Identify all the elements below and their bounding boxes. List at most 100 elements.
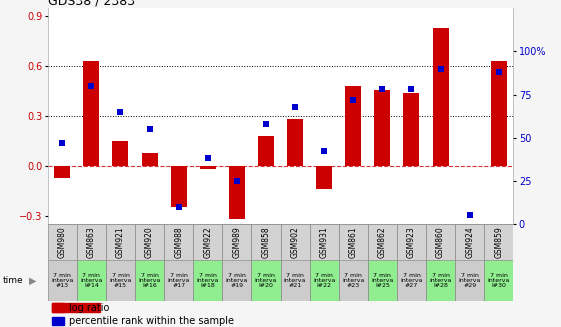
Point [320, 149, 329, 154]
Point [261, 121, 270, 127]
Text: GSM858: GSM858 [261, 226, 270, 258]
Text: 7 min
interva
l#18: 7 min interva l#18 [196, 272, 219, 288]
Text: GSM989: GSM989 [232, 226, 241, 258]
Text: GSM931: GSM931 [320, 226, 329, 258]
Point [203, 156, 212, 161]
Text: GSM980: GSM980 [58, 226, 67, 258]
Bar [164, 224, 193, 260]
Bar [455, 260, 484, 301]
Bar [135, 224, 164, 260]
Bar [397, 260, 426, 301]
Point [378, 87, 387, 92]
Bar [484, 224, 513, 260]
Bar [52, 303, 64, 312]
Point [174, 204, 183, 209]
Bar [339, 224, 368, 260]
Point [58, 140, 67, 146]
Bar [426, 260, 455, 301]
Text: ▶: ▶ [29, 275, 36, 285]
Text: 7 min
interva
l#28: 7 min interva l#28 [429, 272, 452, 288]
Point [232, 178, 241, 183]
Text: 7 min
interva
l#16: 7 min interva l#16 [139, 272, 161, 288]
Bar [280, 224, 310, 260]
Bar [455, 224, 484, 260]
Bar [368, 260, 397, 301]
Bar [222, 224, 251, 260]
Point [465, 213, 474, 218]
Bar [200, 166, 216, 169]
Bar [222, 260, 251, 301]
Text: GSM922: GSM922 [203, 226, 212, 258]
Text: 7 min
interva
l#25: 7 min interva l#25 [371, 272, 394, 288]
Bar [310, 224, 339, 260]
Bar [48, 224, 77, 260]
Bar [106, 260, 135, 301]
Bar [251, 260, 280, 301]
Text: 7 min
interva
#29: 7 min interva #29 [458, 272, 481, 288]
Text: GSM988: GSM988 [174, 226, 183, 258]
Bar [491, 61, 507, 166]
Text: 7 min
interva
l#20: 7 min interva l#20 [255, 272, 277, 288]
Text: 7 min
interva
#13: 7 min interva #13 [51, 272, 73, 288]
Bar [403, 93, 420, 166]
Text: time: time [3, 276, 24, 285]
Bar [229, 166, 245, 219]
Text: 7 min
interva
#21: 7 min interva #21 [284, 272, 306, 288]
Bar [310, 260, 339, 301]
Text: GSM902: GSM902 [291, 226, 300, 258]
Text: GSM863: GSM863 [87, 226, 96, 258]
Bar [106, 224, 135, 260]
Text: GSM859: GSM859 [494, 226, 503, 258]
Text: GDS38 / 2383: GDS38 / 2383 [48, 0, 135, 7]
Bar [171, 166, 187, 207]
Point [87, 83, 96, 89]
Point [436, 66, 445, 71]
Bar [484, 260, 513, 301]
Bar [112, 141, 128, 166]
Point [407, 87, 416, 92]
Text: GSM920: GSM920 [145, 226, 154, 258]
Bar [339, 260, 368, 301]
Point [349, 97, 358, 102]
Text: 7 min
interva
l#30: 7 min interva l#30 [488, 272, 510, 288]
Text: 7 min
interva
l#14: 7 min interva l#14 [80, 272, 103, 288]
Text: GSM860: GSM860 [436, 226, 445, 258]
Text: log ratio: log ratio [69, 303, 109, 313]
Point [494, 69, 503, 75]
Bar [316, 166, 332, 189]
Bar [368, 224, 397, 260]
Text: 7 min
interva
l#22: 7 min interva l#22 [313, 272, 335, 288]
Text: GSM923: GSM923 [407, 226, 416, 258]
Point [116, 109, 125, 114]
Text: 7 min
interva
#27: 7 min interva #27 [400, 272, 422, 288]
Bar [251, 224, 280, 260]
Bar [193, 260, 222, 301]
Bar [193, 224, 222, 260]
Bar [345, 86, 361, 166]
Bar [287, 119, 303, 166]
Bar [54, 166, 70, 178]
Bar [141, 153, 158, 166]
Text: percentile rank within the sample: percentile rank within the sample [69, 316, 234, 326]
Text: GSM924: GSM924 [465, 226, 474, 258]
Bar [52, 317, 64, 325]
Text: GSM862: GSM862 [378, 226, 387, 258]
Bar [77, 224, 106, 260]
Bar [374, 90, 390, 166]
Text: 7 min
interva
#15: 7 min interva #15 [109, 272, 132, 288]
Bar [84, 61, 99, 166]
Bar [433, 28, 449, 166]
Text: 7 min
interva
#23: 7 min interva #23 [342, 272, 365, 288]
Point [145, 127, 154, 132]
Bar [258, 136, 274, 166]
Text: 7 min
interva
#17: 7 min interva #17 [167, 272, 190, 288]
Bar [77, 260, 106, 301]
Bar [135, 260, 164, 301]
Text: 7 min
interva
#19: 7 min interva #19 [226, 272, 248, 288]
Point [291, 104, 300, 109]
Bar [280, 260, 310, 301]
Bar [48, 260, 77, 301]
Bar [52, 303, 100, 312]
Text: GSM861: GSM861 [349, 226, 358, 258]
Text: GSM921: GSM921 [116, 226, 125, 258]
